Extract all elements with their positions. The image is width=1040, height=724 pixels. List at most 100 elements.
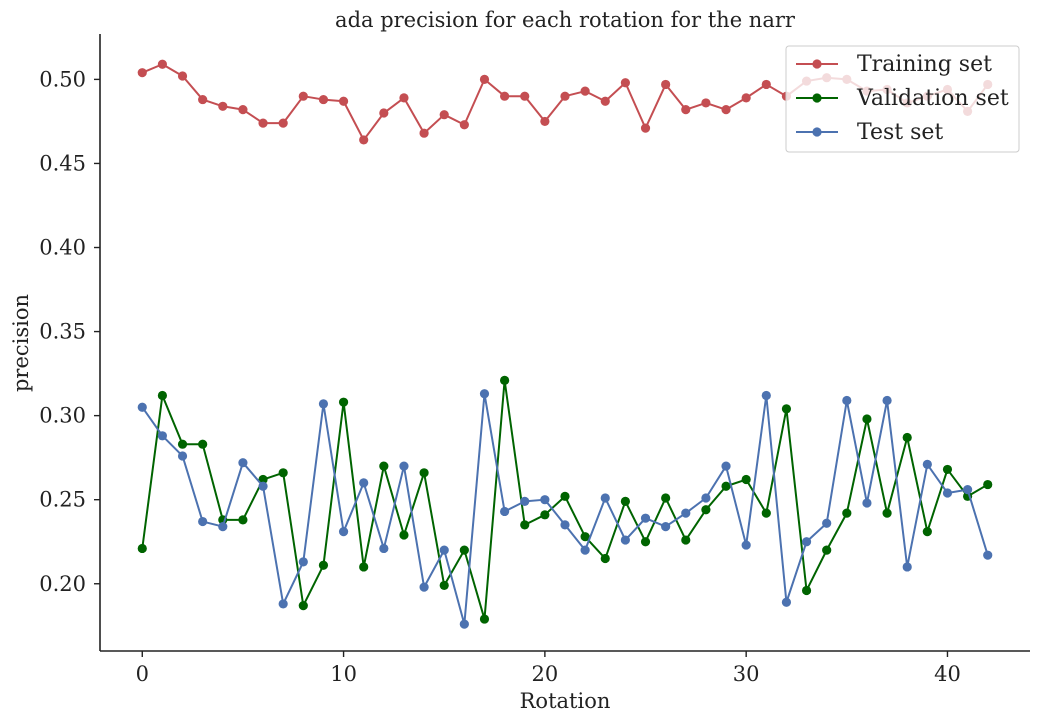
training-set-point bbox=[419, 128, 429, 138]
test-set-series bbox=[137, 389, 993, 629]
legend-marker-training-set bbox=[812, 59, 822, 69]
y-axis-ticks: 0.20 0.25 0.30 0.35 0.40 0.45 0.50 bbox=[39, 67, 100, 596]
test-set-point bbox=[560, 520, 570, 530]
test-set-point bbox=[500, 506, 510, 517]
test-set-point bbox=[580, 545, 590, 555]
test-set-point bbox=[298, 557, 308, 567]
test-set-point bbox=[922, 459, 932, 469]
training-set-point bbox=[459, 120, 469, 130]
test-set-point bbox=[238, 458, 248, 468]
validation-set-point bbox=[661, 493, 671, 503]
test-set-point bbox=[479, 389, 490, 399]
validation-set-point bbox=[399, 530, 409, 540]
training-set-point bbox=[560, 91, 570, 101]
validation-set-point bbox=[278, 468, 288, 478]
test-set-point bbox=[399, 461, 409, 471]
training-set-point bbox=[338, 96, 349, 106]
validation-set-point bbox=[761, 508, 771, 518]
training-set-point bbox=[218, 101, 228, 111]
validation-set-point bbox=[338, 397, 349, 407]
validation-set-point bbox=[359, 562, 369, 572]
test-set-point bbox=[600, 493, 610, 503]
training-set-point bbox=[439, 110, 449, 120]
validation-set-point bbox=[721, 481, 731, 491]
test-set-point bbox=[842, 395, 852, 406]
test-set-point bbox=[359, 478, 369, 488]
test-set-point bbox=[741, 540, 751, 550]
validation-set-point bbox=[318, 560, 329, 570]
x-tick-label: 30 bbox=[733, 662, 760, 686]
test-set-point bbox=[721, 461, 731, 471]
validation-set-point bbox=[520, 520, 530, 530]
validation-set-point bbox=[560, 491, 570, 501]
training-set-point bbox=[520, 91, 530, 101]
validation-set-point bbox=[379, 461, 389, 471]
training-set-point bbox=[540, 116, 550, 127]
training-set-point bbox=[278, 118, 288, 128]
test-set-point bbox=[882, 395, 892, 406]
training-set-point bbox=[600, 96, 610, 106]
y-tick-label: 0.30 bbox=[39, 404, 86, 428]
y-tick-label: 0.50 bbox=[39, 67, 86, 91]
test-set-point bbox=[822, 518, 832, 528]
validation-set-point bbox=[540, 510, 550, 520]
test-set-point bbox=[439, 545, 449, 555]
training-set-point bbox=[379, 108, 389, 118]
y-tick-label: 0.40 bbox=[39, 236, 86, 260]
validation-set-point bbox=[620, 496, 630, 506]
test-set-point bbox=[379, 543, 389, 554]
training-set-point bbox=[640, 123, 651, 133]
validation-set-point bbox=[882, 508, 892, 518]
validation-set-point bbox=[701, 505, 711, 515]
validation-set-point bbox=[983, 479, 993, 490]
test-set-point bbox=[963, 485, 973, 495]
x-tick-label: 0 bbox=[136, 662, 149, 686]
validation-set-point bbox=[459, 545, 469, 555]
test-set-point bbox=[137, 402, 147, 412]
test-set-point bbox=[338, 527, 349, 537]
y-axis-label: precision bbox=[9, 294, 33, 392]
test-set-point bbox=[801, 537, 812, 547]
test-set-point bbox=[177, 451, 188, 461]
legend-label-training-set: Training set bbox=[857, 52, 992, 77]
training-set-point bbox=[359, 135, 369, 145]
validation-set-point bbox=[238, 515, 248, 525]
training-set-point bbox=[177, 71, 188, 81]
legend-frame bbox=[785, 45, 1020, 153]
training-set-point bbox=[741, 93, 751, 103]
y-tick-label: 0.20 bbox=[39, 572, 86, 596]
test-set-point bbox=[157, 431, 167, 441]
test-set-point bbox=[520, 496, 530, 506]
test-set-point bbox=[681, 508, 691, 518]
legend-marker-test-set bbox=[812, 127, 822, 137]
test-set-line bbox=[141, 392, 989, 626]
training-set-point bbox=[721, 105, 731, 115]
legend-label-test-set: Test set bbox=[857, 120, 943, 145]
test-set-point bbox=[540, 495, 550, 505]
test-set-point bbox=[459, 619, 469, 629]
validation-set-point bbox=[822, 545, 832, 555]
test-set-point bbox=[761, 390, 771, 401]
validation-set-point bbox=[419, 468, 429, 478]
validation-set-point bbox=[479, 614, 490, 624]
training-set-point bbox=[157, 59, 167, 69]
plot-area bbox=[137, 59, 993, 629]
y-tick-label: 0.45 bbox=[39, 151, 86, 175]
training-set-point bbox=[258, 118, 268, 128]
test-set-point bbox=[218, 521, 228, 532]
training-set-point bbox=[238, 105, 248, 115]
x-tick-label: 40 bbox=[934, 662, 961, 686]
y-tick-label: 0.25 bbox=[39, 488, 86, 512]
legend: Training set Validation set Test set bbox=[785, 45, 1020, 153]
validation-set-point bbox=[741, 474, 751, 485]
test-set-point bbox=[862, 498, 872, 508]
test-set-point bbox=[902, 562, 912, 572]
validation-set-point bbox=[842, 508, 852, 518]
validation-set-point bbox=[137, 543, 147, 554]
test-set-point bbox=[942, 488, 953, 498]
validation-set-point bbox=[781, 404, 792, 414]
validation-set-point bbox=[198, 439, 208, 449]
test-set-point bbox=[620, 535, 630, 545]
training-set-point bbox=[620, 78, 630, 88]
